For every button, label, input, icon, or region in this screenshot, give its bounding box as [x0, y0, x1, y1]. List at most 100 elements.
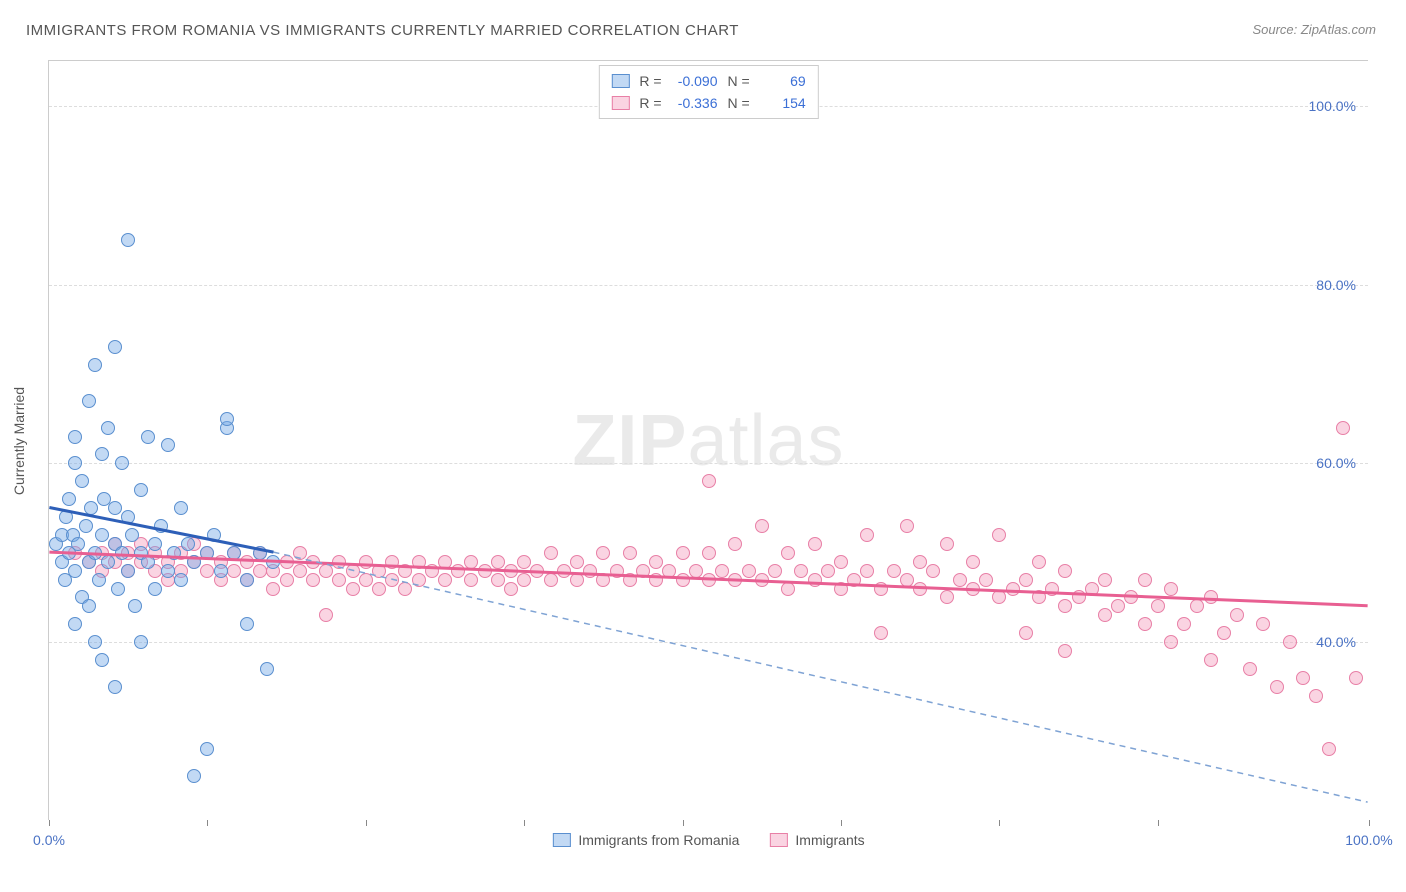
scatter-point-pink — [412, 573, 426, 587]
scatter-point-pink — [596, 573, 610, 587]
legend-label-blue: Immigrants from Romania — [578, 832, 739, 848]
scatter-point-pink — [992, 528, 1006, 542]
chart-title: IMMIGRANTS FROM ROMANIA VS IMMIGRANTS CU… — [26, 22, 739, 39]
scatter-point-pink — [1164, 582, 1178, 596]
scatter-point-blue — [79, 519, 93, 533]
scatter-point-blue — [62, 492, 76, 506]
scatter-point-pink — [280, 555, 294, 569]
y-tick-label: 40.0% — [1316, 634, 1356, 650]
scatter-point-pink — [623, 573, 637, 587]
scatter-point-pink — [728, 573, 742, 587]
scatter-point-pink — [1098, 573, 1112, 587]
scatter-point-blue — [82, 394, 96, 408]
scatter-point-blue — [101, 555, 115, 569]
scatter-point-pink — [464, 555, 478, 569]
scatter-point-pink — [1204, 590, 1218, 604]
scatter-point-pink — [887, 564, 901, 578]
scatter-point-blue — [134, 635, 148, 649]
legend-swatch-blue — [611, 74, 629, 88]
scatter-point-pink — [860, 528, 874, 542]
scatter-point-pink — [1151, 599, 1165, 613]
scatter-point-pink — [1256, 617, 1270, 631]
scatter-point-pink — [398, 582, 412, 596]
scatter-point-blue — [181, 537, 195, 551]
scatter-point-pink — [385, 573, 399, 587]
legend-item-blue: Immigrants from Romania — [552, 832, 739, 848]
y-tick-label: 80.0% — [1316, 277, 1356, 293]
scatter-point-pink — [676, 546, 690, 560]
scatter-point-pink — [1204, 653, 1218, 667]
scatter-point-pink — [1019, 573, 1033, 587]
scatter-point-pink — [1111, 599, 1125, 613]
stat-N-blue: 69 — [756, 70, 806, 92]
scatter-point-pink — [1058, 564, 1072, 578]
x-tick-mark — [1158, 820, 1159, 826]
scatter-point-pink — [623, 546, 637, 560]
x-tick-mark — [524, 820, 525, 826]
scatter-point-pink — [372, 564, 386, 578]
scatter-point-blue — [240, 573, 254, 587]
scatter-point-pink — [781, 546, 795, 560]
scatter-point-pink — [900, 573, 914, 587]
gridline-h — [49, 463, 1368, 464]
scatter-point-pink — [755, 519, 769, 533]
scatter-point-pink — [266, 582, 280, 596]
scatter-point-blue — [68, 430, 82, 444]
legend-swatch-blue — [552, 833, 570, 847]
stat-N-pink: 154 — [756, 92, 806, 114]
scatter-point-pink — [293, 546, 307, 560]
scatter-point-pink — [200, 564, 214, 578]
scatter-point-pink — [280, 573, 294, 587]
scatter-point-blue — [68, 617, 82, 631]
scatter-point-pink — [398, 564, 412, 578]
scatter-point-blue — [92, 573, 106, 587]
legend-stats-row-blue: R = -0.090 N = 69 — [611, 70, 805, 92]
scatter-point-pink — [768, 564, 782, 578]
scatter-point-pink — [1190, 599, 1204, 613]
stat-label-R: R = — [639, 70, 661, 92]
scatter-point-blue — [125, 528, 139, 542]
scatter-point-pink — [491, 573, 505, 587]
scatter-point-pink — [1098, 608, 1112, 622]
scatter-point-pink — [319, 564, 333, 578]
watermark-text-1: ZIP — [572, 401, 687, 481]
legend-swatch-pink — [769, 833, 787, 847]
scatter-point-pink — [332, 555, 346, 569]
scatter-point-pink — [755, 573, 769, 587]
y-axis-label: Currently Married — [11, 386, 27, 494]
scatter-point-pink — [715, 564, 729, 578]
scatter-point-pink — [649, 555, 663, 569]
x-tick-mark — [841, 820, 842, 826]
scatter-point-blue — [121, 510, 135, 524]
scatter-point-pink — [913, 555, 927, 569]
scatter-point-pink — [913, 582, 927, 596]
scatter-point-blue — [174, 501, 188, 515]
scatter-point-pink — [1177, 617, 1191, 631]
scatter-point-blue — [240, 617, 254, 631]
scatter-point-blue — [260, 662, 274, 676]
scatter-point-pink — [583, 564, 597, 578]
scatter-point-pink — [425, 564, 439, 578]
scatter-point-pink — [1349, 671, 1363, 685]
scatter-point-blue — [95, 528, 109, 542]
scatter-point-pink — [1019, 626, 1033, 640]
scatter-point-pink — [1270, 680, 1284, 694]
x-tick-mark — [366, 820, 367, 826]
scatter-point-pink — [662, 564, 676, 578]
scatter-point-pink — [610, 564, 624, 578]
scatter-point-blue — [84, 501, 98, 515]
legend-swatch-pink — [611, 96, 629, 110]
watermark: ZIPatlas — [572, 400, 844, 482]
scatter-point-pink — [808, 573, 822, 587]
scatter-point-pink — [1336, 421, 1350, 435]
legend-bottom: Immigrants from Romania Immigrants — [552, 832, 864, 848]
scatter-point-blue — [75, 474, 89, 488]
stat-label-N: N = — [728, 92, 750, 114]
y-tick-label: 60.0% — [1316, 455, 1356, 471]
scatter-point-pink — [821, 564, 835, 578]
scatter-point-blue — [161, 438, 175, 452]
scatter-point-pink — [940, 590, 954, 604]
scatter-point-pink — [504, 582, 518, 596]
scatter-point-pink — [728, 537, 742, 551]
legend-label-pink: Immigrants — [795, 832, 864, 848]
